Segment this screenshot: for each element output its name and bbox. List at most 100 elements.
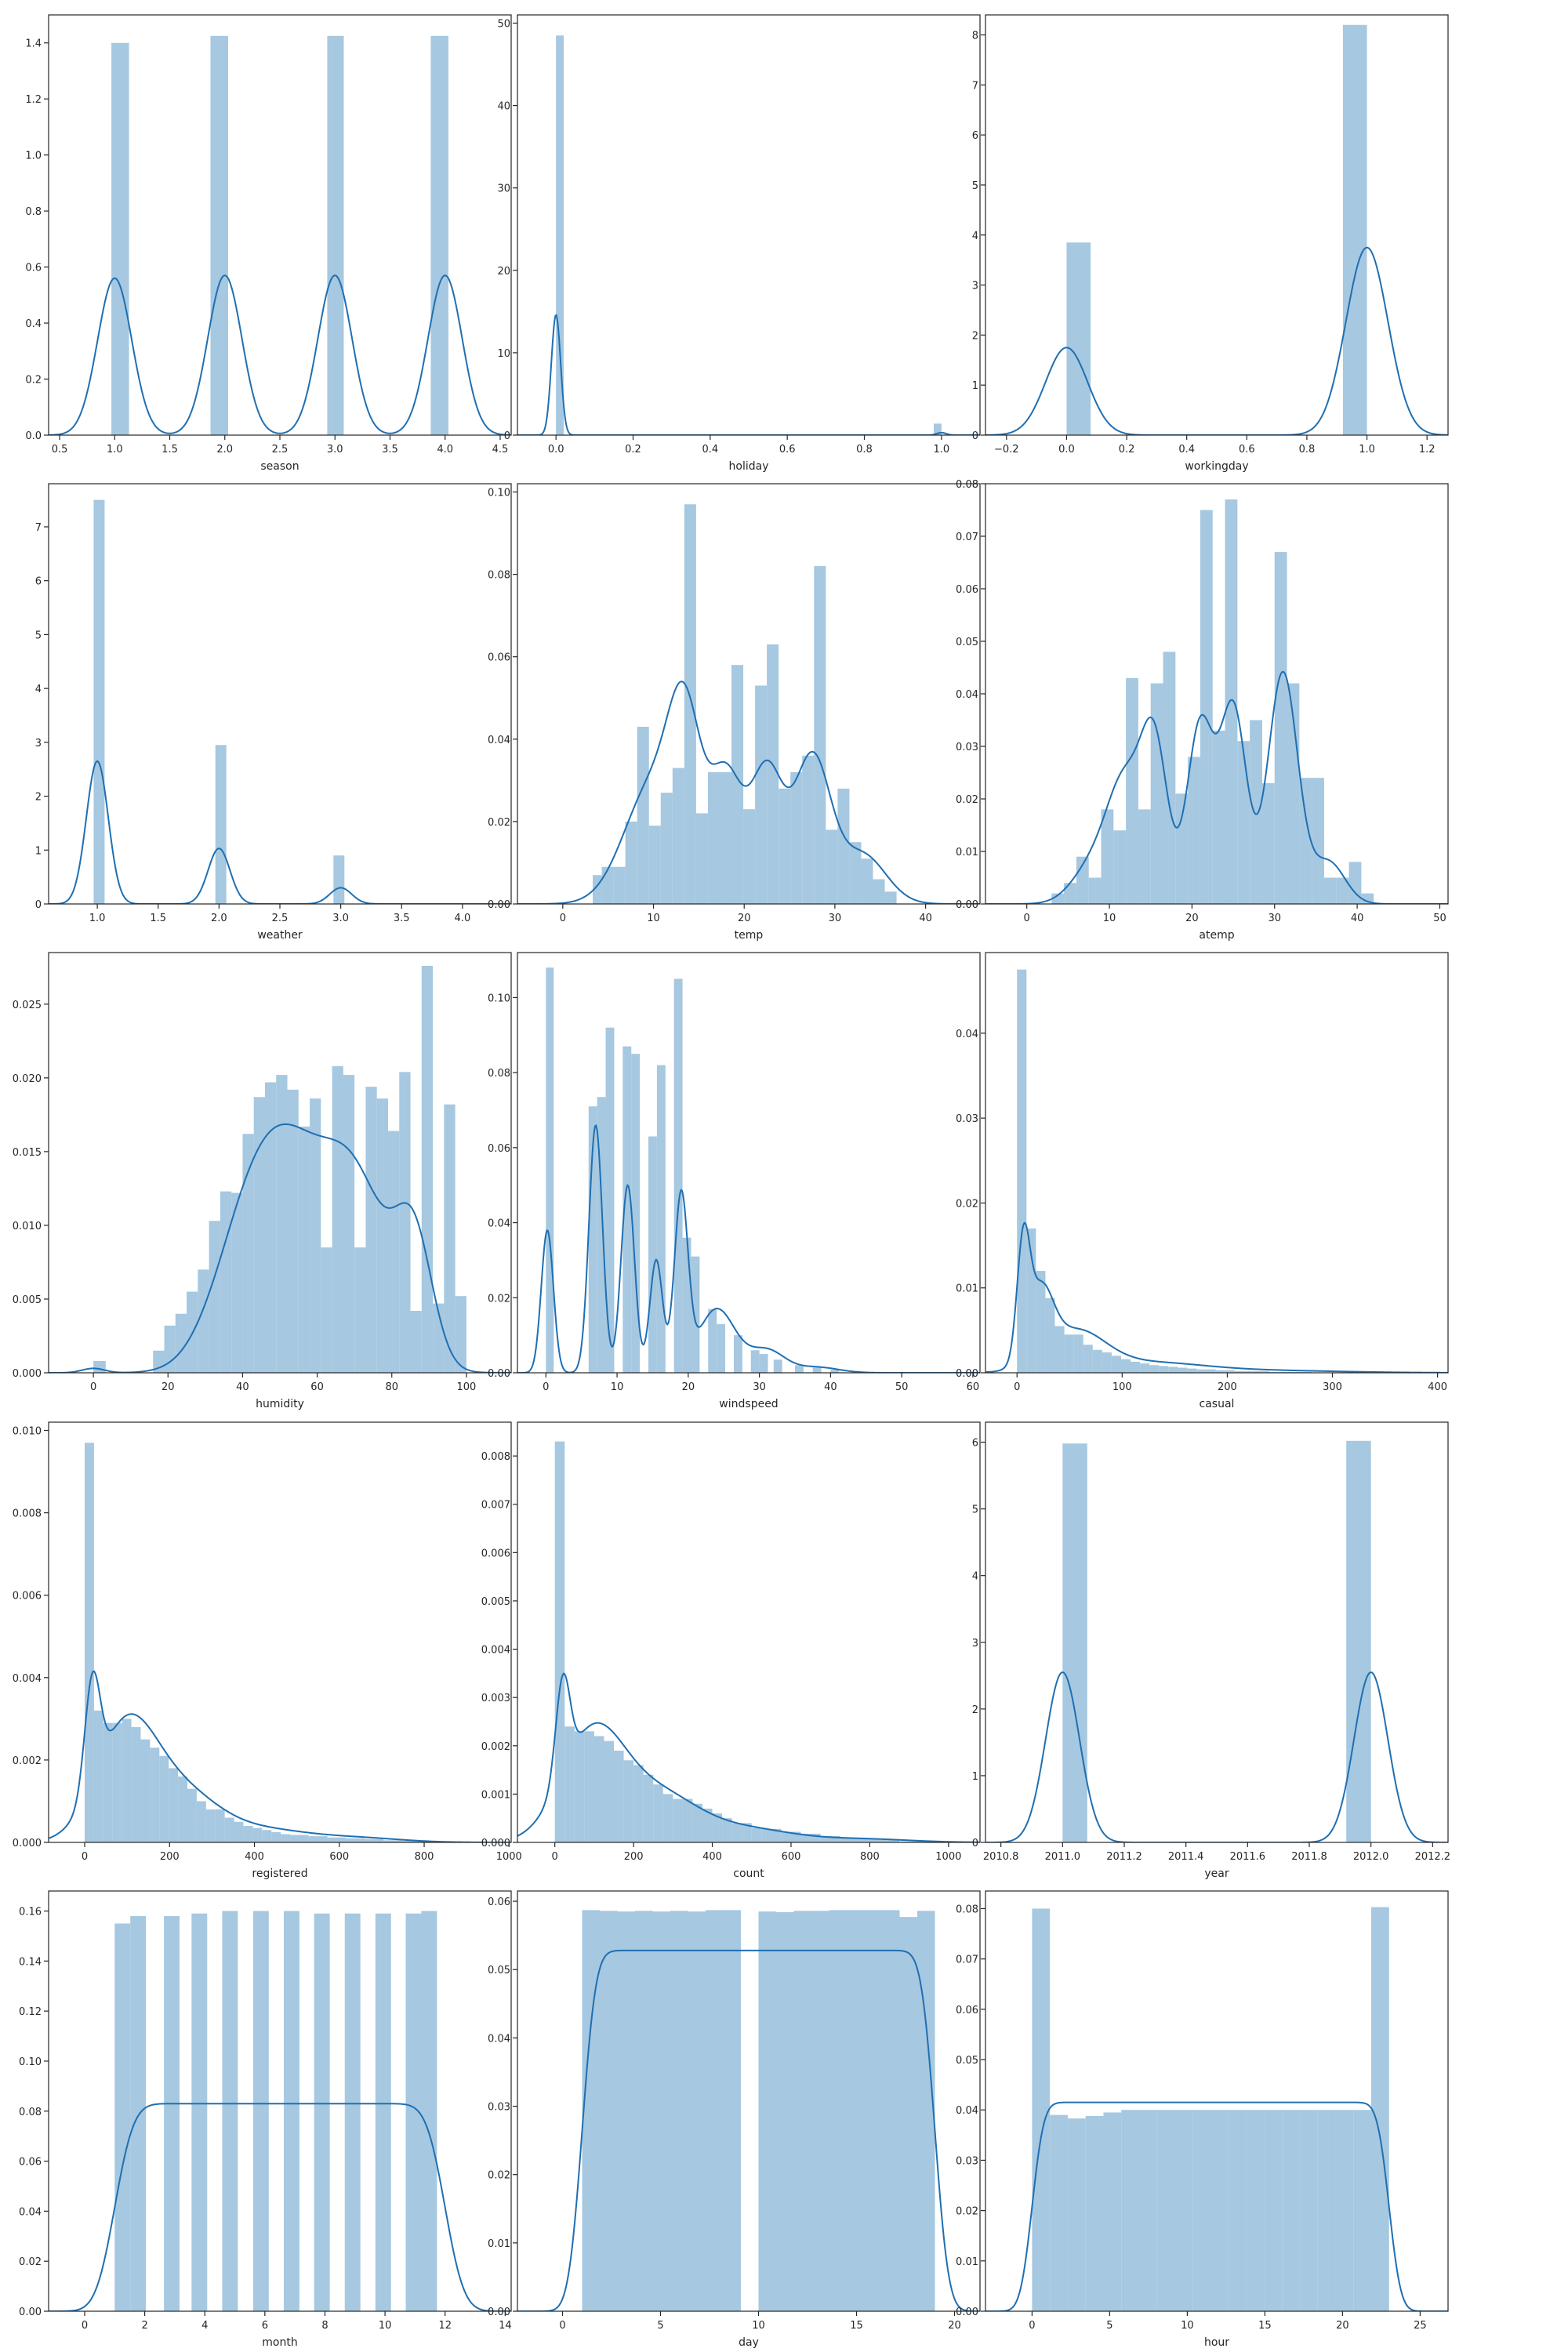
x-tick-label: 30 <box>1268 913 1281 924</box>
chart-panel-workingday: −0.2 0.0 0.2 0.4 0.6 0.8 1.0 1.2 0 1 2 3 4 5 6 7 8 workin… <box>972 14 1449 473</box>
histogram-bar <box>130 1915 147 2311</box>
histogram-bar <box>430 35 448 435</box>
histogram-bar <box>1113 830 1127 904</box>
y-tick-label: 0.10 <box>488 488 510 499</box>
y-tick-label: 3 <box>972 1638 978 1650</box>
histogram-bar <box>656 1065 666 1373</box>
kde-line <box>985 670 1448 904</box>
histogram-bar <box>662 1794 673 1842</box>
y-tick-label: 4 <box>972 230 978 242</box>
y-tick-label: 0.000 <box>13 1368 42 1380</box>
histogram-bar <box>1138 809 1151 904</box>
histogram-bar <box>1062 1443 1087 1842</box>
x-tick-label: 40 <box>824 1381 837 1393</box>
histogram-bar <box>215 1809 225 1842</box>
y-tick-label: 3 <box>972 281 978 292</box>
histogram-bar <box>1126 677 1138 904</box>
histogram-bar <box>365 1087 377 1373</box>
x-tick-label: 0.8 <box>1299 444 1316 456</box>
axes-frame <box>985 14 1449 436</box>
y-tick-label: 1.0 <box>25 151 42 162</box>
histogram-bar <box>1102 1352 1112 1373</box>
histogram-bar <box>637 727 649 904</box>
histogram-bar <box>814 566 826 904</box>
histogram-bar <box>231 1192 243 1373</box>
x-tick-label: 1.0 <box>107 444 123 456</box>
histogram-bar <box>1187 1368 1197 1373</box>
histogram-bar <box>712 1813 723 1842</box>
histogram-bar <box>444 1104 456 1373</box>
histogram-bar <box>742 1823 752 1842</box>
y-tick-label: 0.8 <box>25 206 42 218</box>
histogram-bar <box>633 1765 644 1842</box>
histogram-bar <box>159 1755 169 1842</box>
y-tick-label: 0.004 <box>481 1645 510 1657</box>
histogram-bar <box>1088 877 1102 904</box>
histogram-bar <box>1045 1298 1055 1373</box>
x-tick-label: 800 <box>415 1851 434 1863</box>
histogram-bar <box>308 1836 328 1842</box>
x-axis-label: temp <box>735 929 764 942</box>
plot-area <box>985 1440 1448 1842</box>
histogram-bar <box>321 1247 332 1373</box>
y-tick-label: 0.025 <box>13 1000 42 1011</box>
histogram-bar <box>1196 1369 1207 1373</box>
y-tick-label: 0.007 <box>481 1500 510 1512</box>
histogram-bar <box>224 1817 234 1842</box>
y-tick-label: 1 <box>35 845 42 857</box>
kde-line <box>517 1124 980 1373</box>
plot-area <box>49 965 511 1373</box>
y-tick-label: 0.06 <box>488 1896 510 1908</box>
x-tick-label: 100 <box>456 1381 476 1393</box>
y-tick-label: 0.01 <box>956 2256 978 2268</box>
histogram-bar <box>198 1269 209 1373</box>
x-tick-label: 1.0 <box>1359 444 1375 456</box>
x-tick-label: 2011.8 <box>1291 1851 1327 1863</box>
histogram-bar <box>743 809 756 904</box>
histogram-bar <box>648 1136 657 1373</box>
y-tick-label: 0.01 <box>488 2238 510 2250</box>
x-tick-label: 2 <box>141 2320 147 2332</box>
x-tick-label: 1.0 <box>933 444 949 456</box>
histogram-bar <box>1323 877 1337 904</box>
x-tick-label: 400 <box>245 1851 264 1863</box>
x-tick-label: 2012.0 <box>1353 1851 1389 1863</box>
y-tick-label: 0.006 <box>13 1591 42 1602</box>
histogram-bar <box>733 1335 742 1373</box>
histogram-bar <box>614 1750 624 1842</box>
histogram-bar <box>653 1784 663 1842</box>
histogram-bar <box>187 1788 197 1842</box>
y-tick-label: 0.00 <box>488 2307 510 2318</box>
y-tick-label: 0.03 <box>956 1113 978 1125</box>
x-axis-label: registered <box>252 1867 307 1880</box>
plot-area <box>49 35 511 435</box>
histogram-bar <box>829 1910 847 2311</box>
x-tick-label: 20 <box>162 1381 175 1393</box>
plot-area <box>985 24 1448 435</box>
histogram-bar <box>103 1722 113 1842</box>
histogram-bar <box>401 1840 421 1842</box>
histogram-bar <box>93 1360 106 1373</box>
histogram-bar <box>1163 652 1176 904</box>
histogram-bar <box>327 35 344 435</box>
x-tick-label: 0 <box>552 1851 558 1863</box>
x-axis-label: humidity <box>256 1398 304 1410</box>
histogram-bar <box>111 42 129 435</box>
histogram-bar <box>1036 1271 1046 1373</box>
histogram-bar <box>759 1354 768 1373</box>
y-tick-label: 0.04 <box>488 735 510 746</box>
x-tick-label: 0.6 <box>779 444 796 456</box>
y-tick-label: 0.00 <box>488 899 510 911</box>
kde-line <box>49 2103 511 2311</box>
y-tick-label: 0.04 <box>956 2105 978 2117</box>
x-tick-label: 800 <box>860 1851 880 1863</box>
kde-line <box>517 1672 980 1842</box>
x-tick-label: 0.0 <box>548 444 564 456</box>
histogram-bar <box>1212 730 1225 904</box>
histogram-bar <box>731 665 744 904</box>
y-tick-label: 0.000 <box>13 1838 42 1849</box>
x-tick-label: 14 <box>499 2320 512 2332</box>
plot-area <box>985 499 1448 904</box>
x-tick-label: 2012.2 <box>1415 1851 1451 1863</box>
y-tick-label: 3 <box>35 738 42 750</box>
